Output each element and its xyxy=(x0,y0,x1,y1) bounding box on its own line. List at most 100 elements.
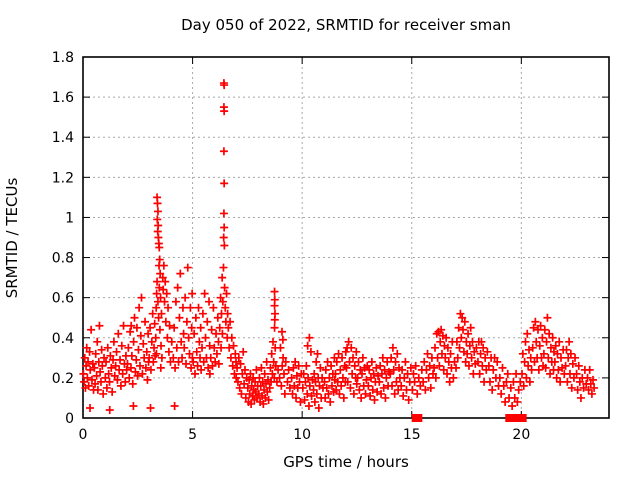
data-point xyxy=(513,397,522,406)
zero-squares xyxy=(411,414,527,422)
data-point xyxy=(575,377,584,386)
data-point xyxy=(376,361,385,370)
data-point xyxy=(303,341,312,350)
data-point xyxy=(87,325,96,334)
data-point xyxy=(433,353,442,362)
zero-value-square xyxy=(518,414,527,422)
data-point xyxy=(129,401,138,410)
data-point xyxy=(170,401,179,410)
data-point xyxy=(86,403,95,412)
data-point xyxy=(178,303,187,312)
data-point xyxy=(175,313,184,322)
data-point xyxy=(332,357,341,366)
x-axis-label: GPS time / hours xyxy=(283,453,409,471)
data-point xyxy=(331,369,340,378)
data-point xyxy=(253,393,262,402)
data-point xyxy=(220,107,229,116)
data-point xyxy=(270,301,279,310)
data-point xyxy=(181,293,190,302)
data-point xyxy=(153,199,162,208)
data-point xyxy=(461,357,470,366)
data-point xyxy=(161,317,170,326)
data-point xyxy=(260,369,269,378)
data-point xyxy=(536,321,545,330)
data-point xyxy=(452,337,461,346)
data-point xyxy=(97,345,106,354)
data-point xyxy=(305,333,314,342)
data-point xyxy=(219,209,228,218)
data-point xyxy=(489,365,498,374)
y-tick-labels: 0 0.2 0.4 0.6 0.8 1 1.2 1.4 1.6 1.8 xyxy=(52,50,74,427)
data-point xyxy=(104,369,113,378)
data-point xyxy=(416,381,425,390)
data-point xyxy=(101,373,110,382)
data-point xyxy=(522,373,531,382)
data-point xyxy=(137,293,146,302)
data-point xyxy=(347,343,356,352)
data-point xyxy=(518,349,527,358)
data-point xyxy=(548,333,557,342)
data-point xyxy=(145,353,154,362)
data-point xyxy=(520,357,529,366)
data-point xyxy=(354,357,363,366)
data-point xyxy=(86,365,95,374)
data-point xyxy=(119,321,128,330)
data-point xyxy=(426,383,435,392)
data-point xyxy=(312,389,321,398)
data-point xyxy=(350,361,359,370)
data-point xyxy=(459,325,468,334)
data-point xyxy=(391,357,400,366)
data-point xyxy=(457,333,466,342)
data-point xyxy=(341,347,350,356)
data-point xyxy=(431,373,440,382)
data-point xyxy=(241,393,250,402)
data-point xyxy=(235,383,244,392)
data-point xyxy=(280,389,289,398)
data-point xyxy=(189,357,198,366)
data-point xyxy=(103,343,112,352)
data-point xyxy=(411,361,420,370)
data-point xyxy=(541,363,550,372)
data-point xyxy=(110,371,119,380)
data-point xyxy=(424,373,433,382)
data-point xyxy=(192,347,201,356)
data-point xyxy=(398,365,407,374)
data-point xyxy=(255,373,264,382)
data-point xyxy=(401,357,410,366)
data-point xyxy=(452,363,461,372)
data-point xyxy=(162,289,171,298)
data-point xyxy=(116,381,125,390)
data-point xyxy=(161,277,170,286)
data-point xyxy=(159,261,168,270)
data-point xyxy=(576,393,585,402)
data-point xyxy=(552,373,561,382)
data-point xyxy=(555,337,564,346)
data-point xyxy=(236,359,245,368)
data-point xyxy=(365,365,374,374)
data-point xyxy=(102,357,111,366)
data-point xyxy=(465,341,474,350)
data-point xyxy=(247,399,256,408)
data-point xyxy=(139,339,148,348)
data-point xyxy=(129,337,138,346)
data-point xyxy=(583,373,592,382)
data-point xyxy=(239,347,248,356)
data-point xyxy=(143,375,152,384)
data-point xyxy=(270,287,279,296)
data-point xyxy=(251,377,260,386)
data-point xyxy=(454,323,463,332)
data-point xyxy=(338,353,347,362)
data-point xyxy=(557,353,566,362)
data-point xyxy=(88,359,97,368)
data-point xyxy=(349,353,358,362)
data-point xyxy=(212,349,221,358)
data-point xyxy=(509,377,518,386)
data-point xyxy=(166,357,175,366)
data-point xyxy=(571,353,580,362)
data-point xyxy=(210,343,219,352)
data-point xyxy=(529,323,538,332)
data-point xyxy=(278,361,287,370)
data-point xyxy=(203,317,212,326)
data-point xyxy=(268,369,277,378)
data-point xyxy=(248,391,257,400)
